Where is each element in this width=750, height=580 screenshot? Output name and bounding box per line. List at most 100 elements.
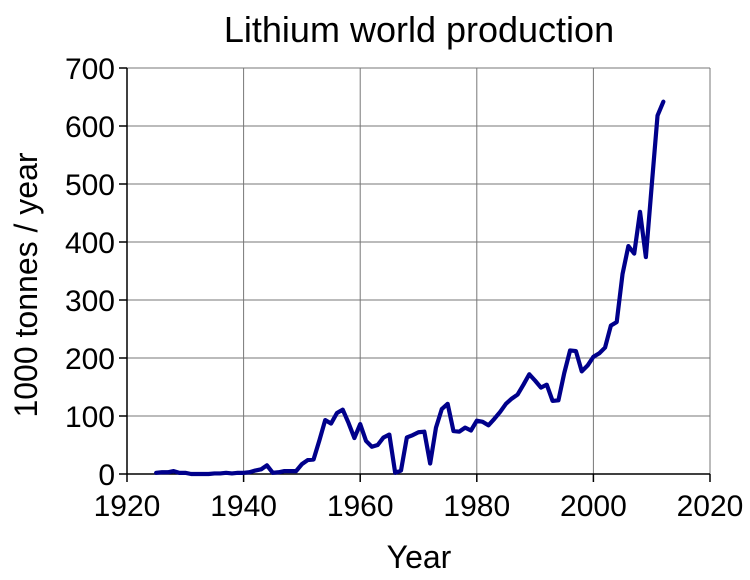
data-point — [627, 245, 629, 247]
data-point — [522, 384, 525, 386]
data-point — [208, 473, 210, 475]
data-point — [277, 471, 280, 473]
data-point — [441, 408, 443, 410]
data-point — [377, 444, 379, 446]
data-point — [353, 437, 355, 439]
data-point — [429, 462, 431, 465]
data-point — [423, 431, 425, 433]
data-point — [388, 433, 390, 436]
x-tick-label: 2000 — [560, 490, 627, 523]
data-point — [272, 472, 274, 474]
data-point — [482, 421, 484, 423]
data-point — [563, 372, 565, 374]
data-point — [382, 436, 385, 439]
data-point — [569, 349, 571, 352]
data-point — [598, 352, 600, 354]
series-group — [154, 99, 666, 477]
data-point — [581, 370, 583, 372]
data-point — [400, 469, 402, 472]
data-point — [248, 471, 251, 473]
data-point — [202, 473, 204, 475]
data-point — [551, 400, 554, 402]
data-point — [155, 472, 157, 474]
x-axis-ticks: 1920 1940 1960 1980 2000 2020 — [94, 474, 744, 523]
y-tick-label: 600 — [65, 111, 115, 144]
y-tick-label: 100 — [65, 401, 115, 434]
data-point — [318, 439, 320, 441]
data-point — [406, 436, 408, 439]
data-point — [610, 324, 612, 327]
data-point — [231, 472, 233, 475]
data-point — [161, 471, 163, 473]
data-point — [499, 411, 501, 413]
data-point — [365, 440, 367, 442]
data-point — [336, 412, 338, 414]
data-point — [412, 434, 414, 436]
grid — [127, 67, 711, 474]
data-point — [651, 185, 653, 187]
data-point — [511, 398, 513, 400]
data-point — [190, 473, 192, 475]
data-point — [307, 459, 309, 461]
data-point — [219, 472, 221, 475]
data-point — [546, 384, 548, 386]
data-point — [283, 470, 286, 472]
data-point — [621, 273, 624, 275]
data-point — [260, 468, 262, 470]
data-point — [575, 350, 577, 352]
x-tick-label: 1960 — [327, 490, 394, 523]
data-point — [371, 446, 373, 448]
data-point — [417, 431, 420, 433]
data-point — [295, 470, 297, 472]
data-point — [639, 211, 641, 213]
data-point — [167, 471, 169, 473]
data-point — [394, 472, 396, 474]
y-tick-label: 400 — [65, 227, 115, 260]
data-point — [487, 424, 490, 426]
x-tick-label: 2020 — [677, 490, 744, 523]
data-point — [178, 472, 181, 474]
data-point — [528, 373, 530, 375]
data-point — [604, 346, 606, 349]
data-point — [656, 114, 659, 117]
data-point — [447, 403, 449, 405]
x-axis-label: Year — [387, 539, 452, 575]
data-point — [435, 427, 437, 429]
x-tick-label: 1980 — [443, 490, 510, 523]
data-point — [464, 427, 466, 429]
data-point — [266, 464, 268, 466]
data-point — [662, 101, 664, 103]
data-point — [458, 431, 460, 433]
data-point — [592, 356, 595, 358]
y-axis-label: 1000 tonnes / year — [8, 152, 44, 417]
y-axis-ticks: 0 100 200 300 400 500 600 700 — [65, 53, 127, 492]
data-point — [184, 472, 186, 474]
x-tick-label: 1920 — [94, 490, 161, 523]
data-point — [347, 422, 350, 424]
data-point — [213, 472, 216, 475]
data-point — [557, 399, 560, 401]
data-point — [330, 422, 332, 425]
data-point — [342, 409, 344, 411]
data-point — [476, 420, 478, 422]
y-tick-label: 300 — [65, 285, 115, 318]
y-tick-label: 500 — [65, 169, 115, 202]
data-point — [633, 253, 635, 255]
data-point — [359, 423, 361, 425]
data-point — [196, 473, 198, 475]
data-point — [452, 430, 455, 432]
data-point — [540, 386, 542, 389]
x-tick-label: 1940 — [210, 490, 277, 523]
data-point — [470, 429, 472, 432]
data-point — [225, 472, 227, 474]
data-point — [586, 364, 589, 367]
data-point — [301, 463, 303, 465]
data-point — [517, 393, 519, 396]
y-tick-label: 200 — [65, 343, 115, 376]
chart-title: Lithium world production — [224, 9, 614, 50]
data-point — [173, 470, 175, 472]
data-point — [254, 469, 256, 472]
series-line — [154, 99, 666, 477]
